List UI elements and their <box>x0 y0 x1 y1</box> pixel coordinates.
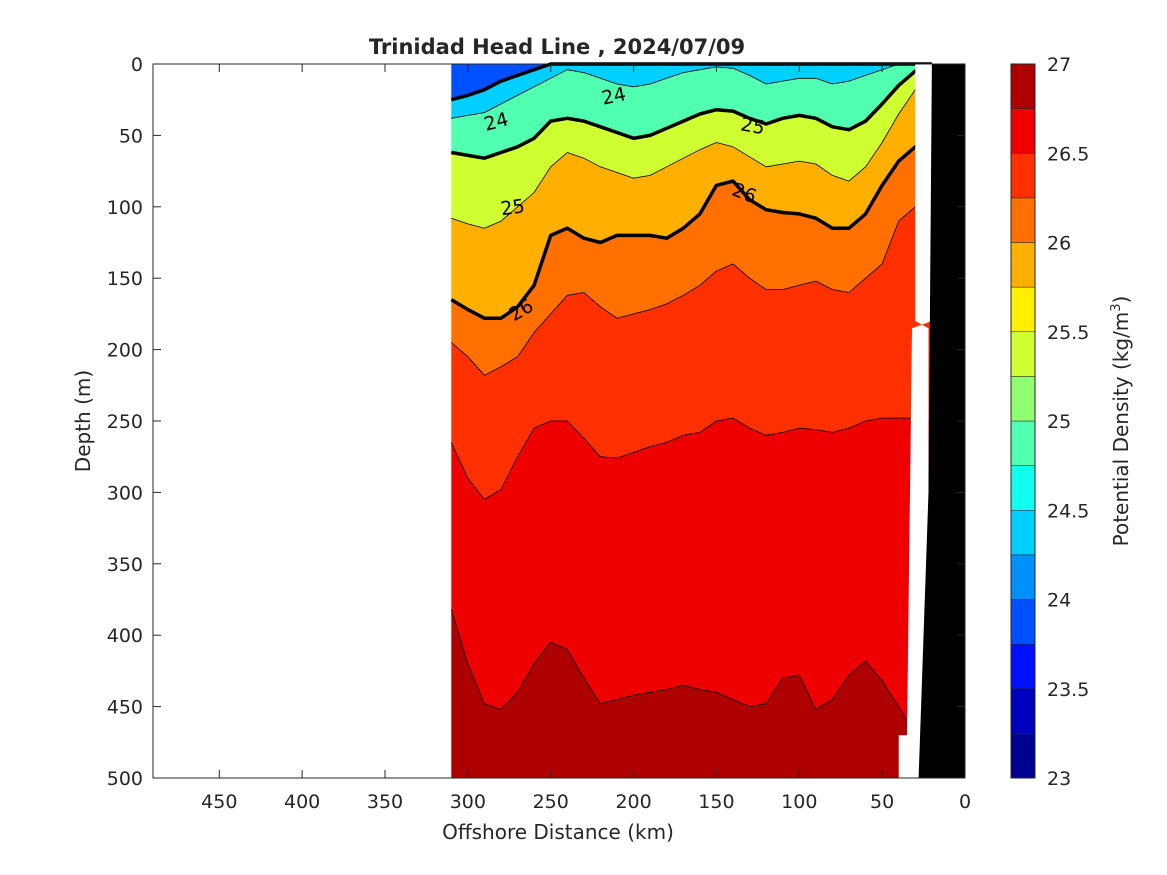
colorbar-tick-label: 26.5 <box>1047 143 1089 165</box>
colorbar-segment <box>1010 510 1036 556</box>
colorbar-tick-label: 25 <box>1047 411 1071 433</box>
chart-title: Trinidad Head Line , 2024/07/09 <box>369 35 745 59</box>
colorbar-tick-label: 24 <box>1047 590 1071 612</box>
x-tick-label: 250 <box>533 791 569 813</box>
y-tick-label: 150 <box>107 268 143 290</box>
density-band <box>451 138 932 376</box>
contour-label: 25 <box>499 195 526 220</box>
y-axis-label: Depth (m) <box>71 370 95 472</box>
colorbar-segment <box>1010 465 1036 511</box>
y-tick-label: 500 <box>107 768 143 790</box>
colorbar-segment <box>1010 331 1036 377</box>
x-tick-label: 400 <box>284 791 320 813</box>
colorbar: 23 23.5 24 24.5 25 25.5 26 26.5 27 <box>1010 54 1089 790</box>
density-band <box>451 64 932 100</box>
x-tick-label: 0 <box>959 791 971 813</box>
density-band <box>451 199 932 500</box>
colorbar-segment <box>1010 286 1036 333</box>
colorbar-tick-label: 27 <box>1047 54 1071 76</box>
x-axis-label: Offshore Distance (km) <box>442 820 674 844</box>
colorbar-tick-label: 23.5 <box>1047 679 1089 701</box>
seafloor <box>918 64 965 778</box>
colorbar-segment <box>1010 153 1036 199</box>
colorbar-segment <box>1010 420 1036 466</box>
x-tick-label: 350 <box>367 791 403 813</box>
colorbar-tick-label: 24.5 <box>1047 500 1089 522</box>
y-tick-label: 450 <box>107 697 143 719</box>
density-band <box>451 64 932 159</box>
colorbar-segment <box>1010 554 1036 600</box>
colorbar-segment <box>1010 733 1036 779</box>
y-tick-label: 350 <box>107 554 143 576</box>
colorbar-segment <box>1010 688 1036 734</box>
density-band <box>451 71 932 319</box>
contour-line <box>450 136 933 320</box>
density-band <box>451 609 932 778</box>
colorbar-label: Potential Density (kg/m3) <box>1109 296 1133 547</box>
colorbar-segment <box>1010 108 1036 154</box>
x-tick-label: 300 <box>450 791 486 813</box>
x-tick-label: 200 <box>615 791 651 813</box>
colorbar-tick-label: 26 <box>1047 233 1071 255</box>
bathymetry <box>898 64 965 778</box>
colorbar-segment <box>1010 242 1036 288</box>
x-axis-ticks: 450 400 350 300 250 200 150 100 50 0 <box>201 64 971 813</box>
contour-label: 24 <box>600 83 628 110</box>
colorbar-segment <box>1010 643 1036 690</box>
contour-label: 25 <box>739 113 767 139</box>
colorbar-segment <box>1010 599 1036 645</box>
y-tick-label: 250 <box>107 411 143 433</box>
contour-line <box>451 70 933 229</box>
colorbar-tick-label: 25.5 <box>1047 322 1089 344</box>
colorbar-segment <box>1010 376 1036 422</box>
y-tick-label: 400 <box>107 625 143 647</box>
colorbar-segment <box>1010 63 1036 109</box>
y-tick-label: 300 <box>107 482 143 504</box>
contour-line <box>451 199 933 376</box>
data-gap <box>898 64 932 778</box>
y-tick-label: 0 <box>131 54 143 76</box>
y-axis-ticks: 0 50 100 150 200 250 300 350 400 450 500 <box>107 54 965 790</box>
contour-line <box>450 609 932 736</box>
x-tick-label: 50 <box>870 791 894 813</box>
colorbar-frame <box>1010 63 1036 779</box>
density-bands <box>451 64 932 778</box>
colorbar-segment <box>1010 197 1036 243</box>
y-tick-label: 100 <box>107 197 143 219</box>
contour-line <box>450 417 932 500</box>
x-tick-label: 450 <box>201 791 237 813</box>
colorbar-tick-label: 23 <box>1047 768 1071 790</box>
density-band <box>451 64 932 119</box>
y-tick-label: 200 <box>107 340 143 362</box>
x-tick-label: 150 <box>698 791 734 813</box>
density-band <box>451 64 932 229</box>
x-tick-label: 100 <box>781 791 817 813</box>
contour-line <box>450 62 933 160</box>
y-tick-label: 50 <box>119 125 143 147</box>
contour-line <box>451 63 932 119</box>
